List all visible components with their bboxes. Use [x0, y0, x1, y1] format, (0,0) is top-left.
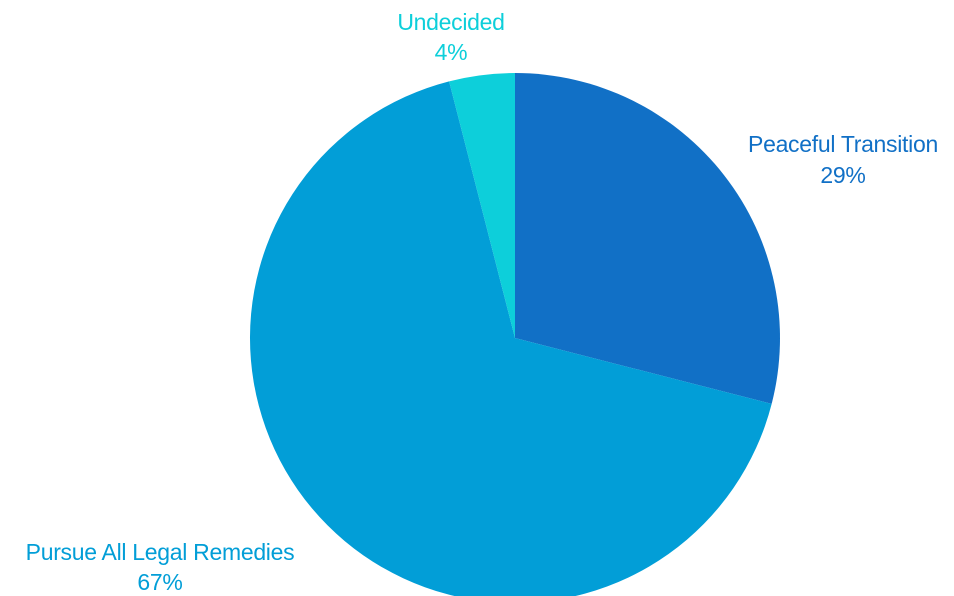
label-peaceful-transition-value: 29%: [820, 162, 865, 188]
pie-slices: [249, 73, 780, 596]
label-undecided-value: 4%: [435, 39, 468, 65]
label-undecided-name: Undecided: [397, 9, 504, 35]
label-pursue-legal-remedies-name: Pursue All Legal Remedies: [26, 539, 295, 565]
pie-slice-peaceful-transition: [515, 73, 780, 404]
label-pursue-legal-remedies-value: 67%: [137, 569, 182, 595]
pie-slice-pursue-all-legal-remedies: [249, 81, 772, 596]
pie-slice-undecided: [449, 73, 515, 338]
label-peaceful-transition-name: Peaceful Transition: [748, 131, 938, 157]
